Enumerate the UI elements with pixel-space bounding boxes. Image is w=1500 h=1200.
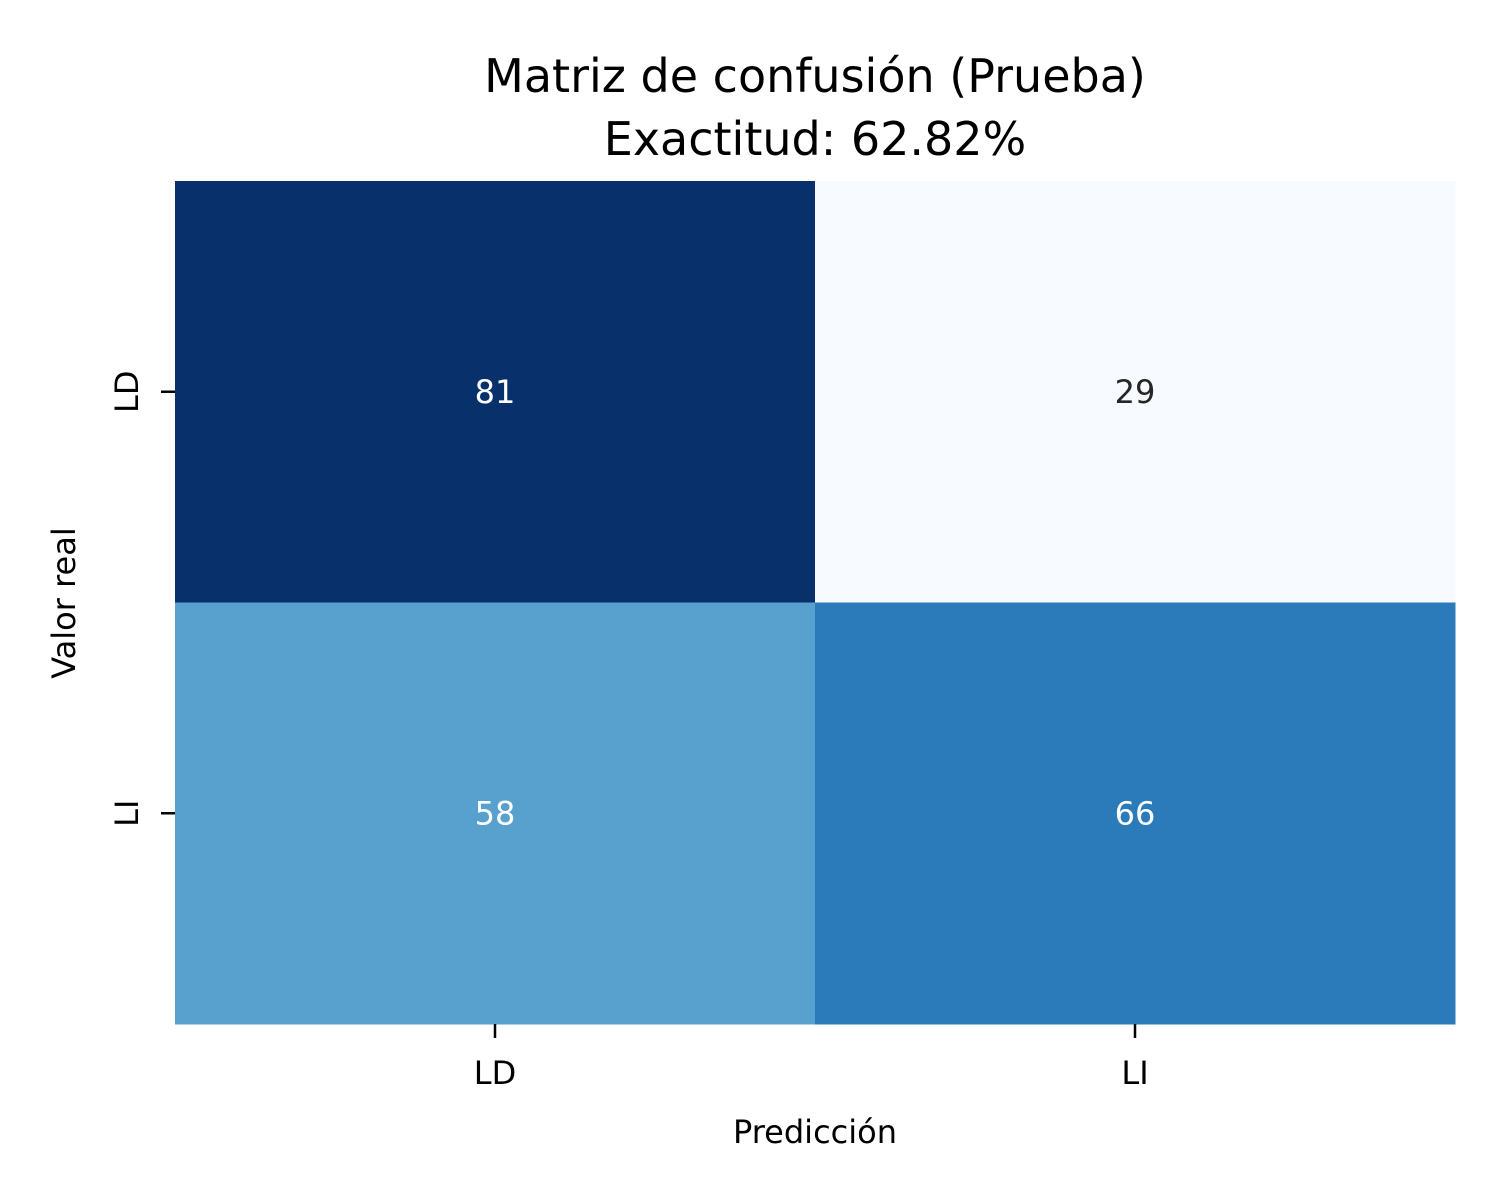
heatmap-cell-value-0-1: 29	[1115, 373, 1156, 411]
x-tick-label-0: LD	[474, 1054, 516, 1092]
heatmap-cell-1-1	[815, 602, 1456, 1025]
heatmap-cell-value-0-0: 81	[475, 373, 516, 411]
heatmap-cells	[175, 181, 1456, 1025]
y-tick-label-1: LI	[108, 800, 146, 827]
heatmap-cell-0-1	[815, 181, 1456, 603]
chart-subtitle: Exactitud: 62.82%	[604, 112, 1027, 166]
heatmap-cell-value-1-0: 58	[475, 794, 516, 832]
x-axis-label: Predicción	[733, 1113, 897, 1151]
chart-title: Matriz de confusión (Prueba)	[484, 49, 1146, 103]
heatmap-cell-value-1-1: 66	[1115, 794, 1156, 832]
y-axis: LD LI	[108, 371, 175, 827]
heatmap-cell-labels: 81 29 58 66	[475, 373, 1156, 833]
x-axis: LD LI	[474, 1024, 1149, 1092]
heatmap-cell-0-0	[175, 181, 816, 603]
heatmap-cell-1-0	[175, 602, 816, 1025]
x-tick-label-1: LI	[1121, 1054, 1148, 1092]
y-tick-label-0: LD	[108, 371, 146, 413]
y-axis-label: Valor real	[45, 527, 83, 678]
